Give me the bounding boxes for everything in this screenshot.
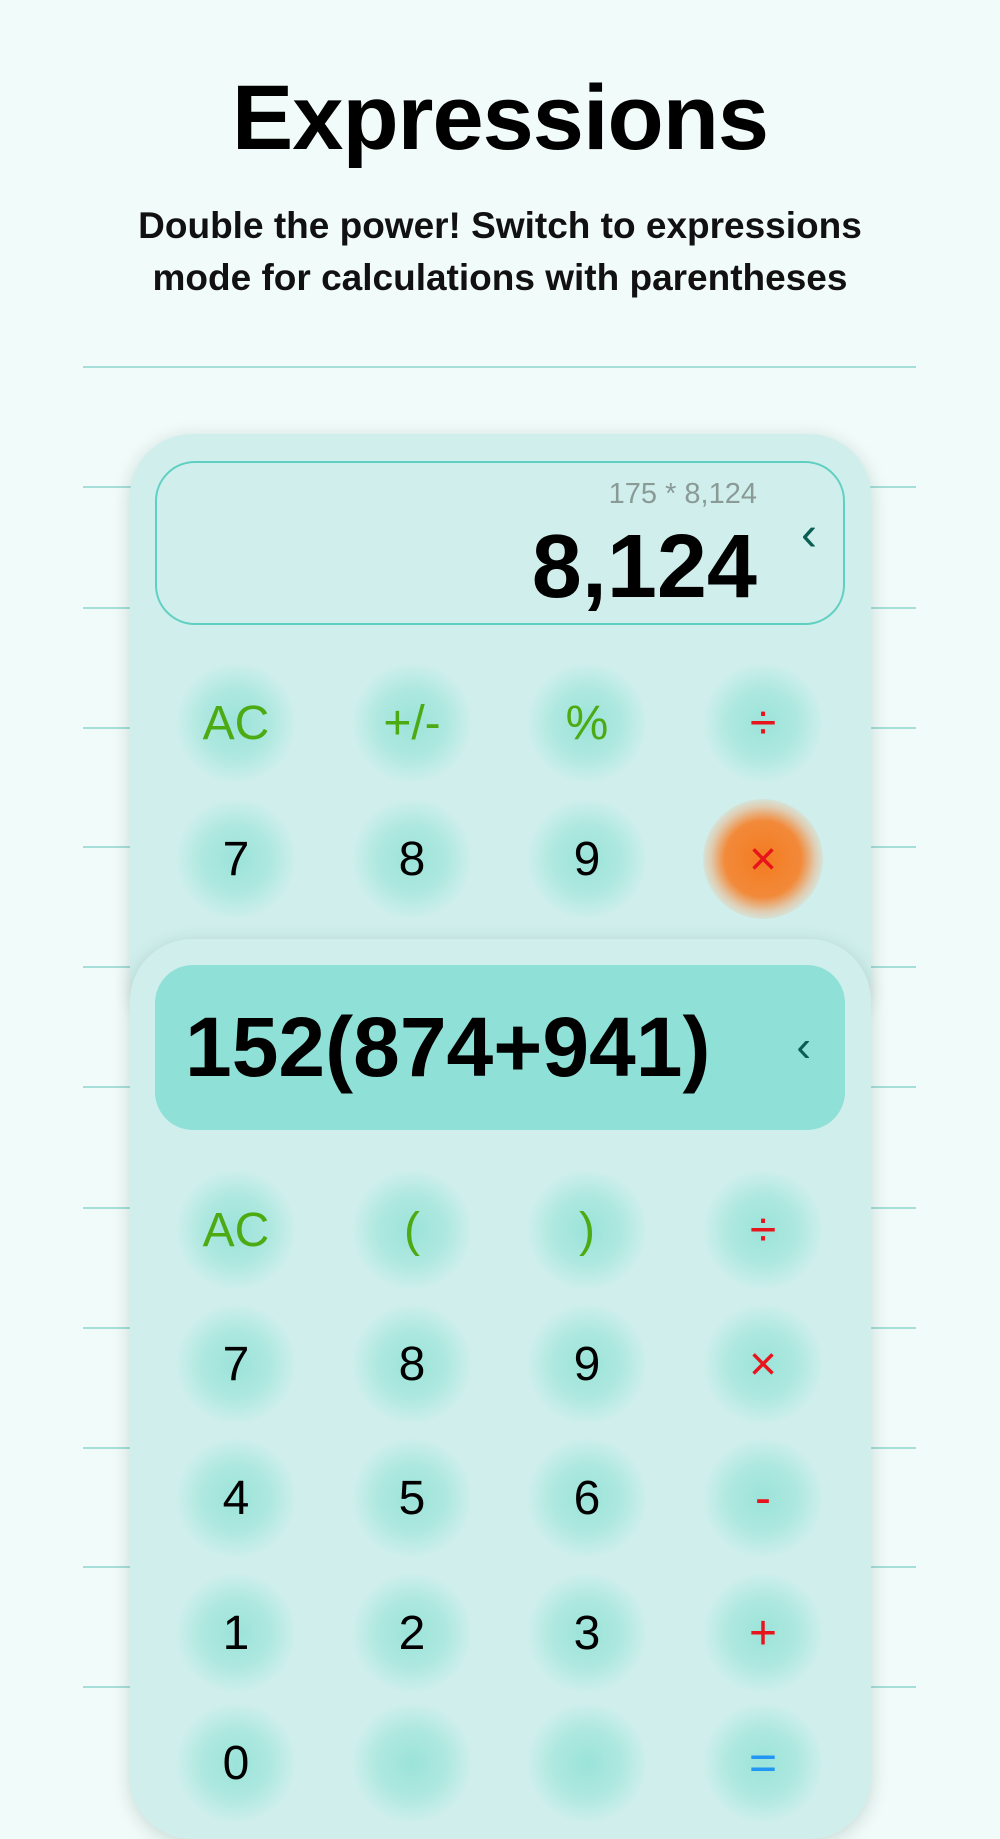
page-subtitle: Double the power! Switch to expressions … bbox=[0, 200, 1000, 304]
key-=[interactable]: = bbox=[703, 1703, 823, 1823]
basic-display: 175 * 8,124 8,124 ‹ bbox=[155, 461, 845, 625]
result-text: 8,124 bbox=[531, 517, 757, 617]
page-title: Expressions bbox=[231, 67, 769, 169]
chevron-left-icon[interactable]: ‹ bbox=[796, 1022, 811, 1071]
key-+/-[interactable]: +/- bbox=[352, 663, 472, 783]
key-6[interactable]: 6 bbox=[527, 1438, 647, 1558]
key-7[interactable]: 7 bbox=[176, 1304, 296, 1424]
basic-calculator-card: 175 * 8,124 8,124 ‹ AC +/-% ÷ 7 8 9 × bbox=[130, 434, 871, 1034]
key-4[interactable]: 4 bbox=[176, 1438, 296, 1558]
divider-line bbox=[83, 366, 916, 368]
subtitle-line: mode for calculations with parentheses bbox=[152, 257, 848, 298]
key-×[interactable]: × bbox=[703, 1304, 823, 1424]
subtitle-line: Double the power! Switch to expressions bbox=[138, 205, 862, 246]
key-2[interactable]: 2 bbox=[352, 1573, 472, 1693]
chevron-left-icon[interactable]: ‹ bbox=[801, 508, 817, 561]
key--[interactable]: - bbox=[703, 1438, 823, 1558]
key-blank[interactable] bbox=[527, 1703, 647, 1823]
key-3[interactable]: 3 bbox=[527, 1573, 647, 1693]
key-AC[interactable]: AC bbox=[176, 1170, 296, 1290]
key-1[interactable]: 1 bbox=[176, 1573, 296, 1693]
key-([interactable]: ( bbox=[352, 1170, 472, 1290]
key-9[interactable]: 9 bbox=[527, 1304, 647, 1424]
key-+[interactable]: + bbox=[703, 1573, 823, 1693]
expression-calculator-card: 152(874+941) ‹ AC () ÷ 7 8 9 × 4 5 6- 1 2 3 +0 = bbox=[130, 939, 871, 1839]
key-blank[interactable] bbox=[352, 1703, 472, 1823]
expression-display: 152(874+941) ‹ bbox=[155, 965, 845, 1130]
key-8[interactable]: 8 bbox=[352, 1304, 472, 1424]
expression-text: 175 * 8,124 bbox=[608, 478, 757, 510]
key-AC[interactable]: AC bbox=[176, 663, 296, 783]
key-8[interactable]: 8 bbox=[352, 799, 472, 919]
key-0[interactable]: 0 bbox=[176, 1703, 296, 1823]
key-)[interactable]: ) bbox=[527, 1170, 647, 1290]
key-%[interactable]: % bbox=[527, 663, 647, 783]
key-7[interactable]: 7 bbox=[176, 799, 296, 919]
key-÷[interactable]: ÷ bbox=[703, 1170, 823, 1290]
key-5[interactable]: 5 bbox=[352, 1438, 472, 1558]
expression-input[interactable]: 152(874+941) bbox=[185, 1000, 711, 1094]
key-÷[interactable]: ÷ bbox=[703, 663, 823, 783]
key-×[interactable]: × bbox=[703, 799, 823, 919]
key-9[interactable]: 9 bbox=[527, 799, 647, 919]
